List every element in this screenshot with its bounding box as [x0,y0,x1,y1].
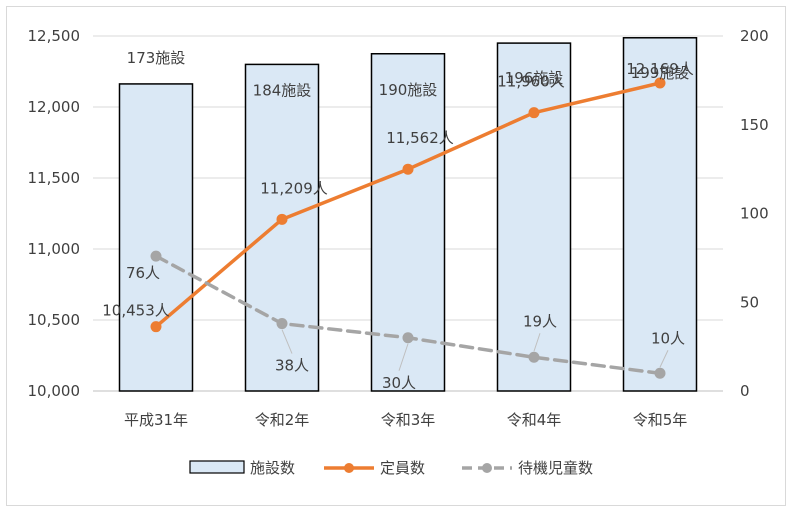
capacity-data-label: 12,169人 [626,60,694,78]
left-tick-label: 11,000 [28,240,81,258]
leader-line [398,343,409,371]
waiting-data-label: 10人 [651,329,685,347]
capacity-data-label: 10,453人 [102,302,170,320]
left-tick-label: 12,000 [28,98,81,116]
capacity-data-label: 11,562人 [386,129,454,147]
right-tick-label: 50 [740,293,759,311]
leader-lines [281,329,669,371]
left-tick-label: 10,500 [28,311,81,329]
line-point [276,318,288,330]
right-tick-label: 0 [740,382,750,400]
legend-marker [344,463,354,473]
legend-label: 施設数 [250,459,295,477]
line-point [402,332,414,344]
data-labels: 173施設 184施設 190施設 196施設 199施設 10,453人 11,209人 1… [102,49,694,392]
leader-line [659,350,669,368]
bar [622,37,698,392]
line-point [654,367,666,379]
line-series [150,77,666,379]
left-tick-label: 11,500 [28,169,81,187]
line-point [402,163,414,175]
legend-label: 待機児童数 [518,459,593,477]
right-tick-label: 200 [740,27,769,45]
left-tick-label: 12,500 [28,27,81,45]
leader-line [533,333,541,352]
category-label: 平成31年 [124,411,188,429]
line-point [528,107,540,119]
leader-line [281,329,293,354]
capacity-data-label: 11,209人 [260,179,328,197]
capacity-data-label: 11,960人 [497,73,565,91]
legend-label: 定員数 [380,459,425,477]
bar [118,83,194,392]
bar-data-label: 196施設 [505,69,564,87]
waiting-data-label: 38人 [275,357,309,375]
bar-data-label: 190施設 [379,81,438,99]
right-tick-label: 150 [740,116,769,134]
waiting-data-label: 30人 [382,374,416,392]
legend-swatch-bar [189,460,245,474]
line-point [150,321,162,333]
right-tick-label: 100 [740,205,769,223]
line-point [276,213,288,225]
waiting-data-label: 76人 [126,264,160,282]
left-tick-label: 10,000 [28,382,81,400]
chart-frame [6,6,786,506]
waiting-data-label: 19人 [523,312,557,330]
legend: 施設数 定員数 待機児童数 [189,459,593,477]
bar-data-label: 184施設 [253,81,312,99]
line-point [150,250,162,262]
category-label: 令和2年 [255,411,310,429]
bar-data-label: 199施設 [631,64,690,82]
gridlines [93,35,723,392]
bar-series [118,37,698,392]
category-label: 令和4年 [507,411,562,429]
bar [244,63,320,392]
legend-marker [482,463,492,473]
category-label: 令和5年 [633,411,688,429]
bar-data-label: 173施設 [127,49,186,67]
line-point [528,351,540,363]
bar [496,42,572,392]
axis-ticks: 10,000 10,500 11,000 11,500 12,000 12,500 0 50 1… [28,27,769,429]
line-point [654,77,666,89]
category-label: 令和3年 [381,411,436,429]
